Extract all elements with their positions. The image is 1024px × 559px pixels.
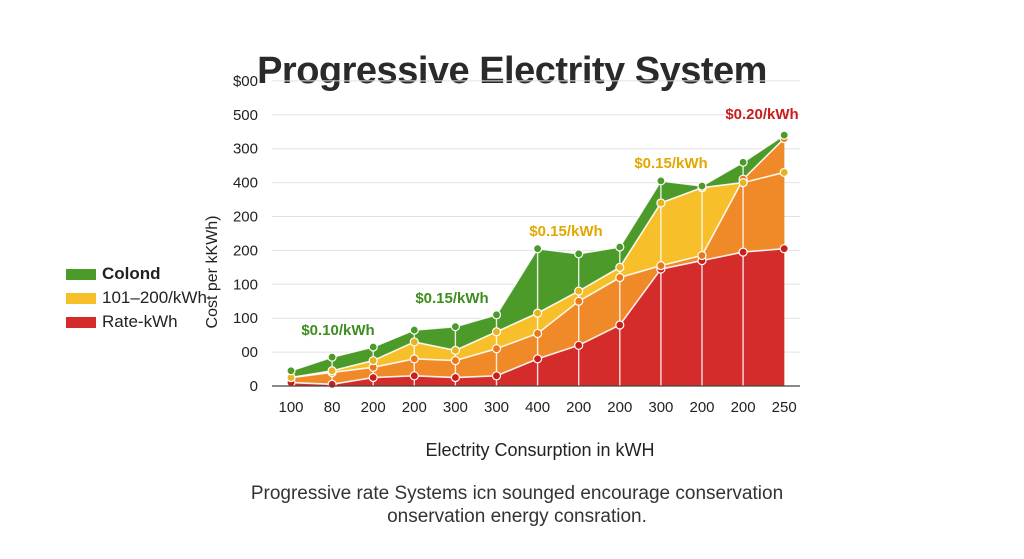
data-point: [327, 366, 337, 376]
caption-line-2: onservation energy consration.: [387, 506, 647, 527]
data-point: [779, 244, 789, 254]
legend-label: 101–200/kWh: [102, 288, 207, 307]
data-point: [532, 354, 543, 364]
y-tick-label: 200: [233, 242, 258, 259]
x-tick-label: 200: [566, 399, 591, 416]
data-point: [738, 157, 748, 167]
x-tick-label: 200: [689, 399, 714, 416]
x-tick-label: 200: [607, 399, 632, 416]
data-point: [286, 366, 296, 376]
data-point: [368, 372, 378, 383]
data-point: [615, 272, 625, 283]
data-point: [491, 344, 502, 354]
x-tick-label: 300: [484, 399, 509, 416]
data-point: [409, 337, 419, 347]
data-point: [450, 345, 460, 356]
data-point: [532, 244, 543, 254]
y-tick-label: 00: [241, 344, 258, 361]
legend-label: Rate-kWh: [102, 312, 178, 331]
data-point: [368, 355, 378, 366]
data-point: [450, 322, 460, 332]
x-tick-label: 100: [278, 399, 303, 416]
x-tick-label: 200: [361, 399, 386, 416]
data-point: [574, 296, 584, 306]
data-point: [574, 286, 584, 296]
x-tick-label: 250: [772, 399, 797, 416]
data-point: [574, 340, 584, 350]
chart-title: Progressive Electrity System: [257, 50, 767, 92]
y-tick-label: 200: [233, 209, 258, 226]
y-tick-label: $00: [233, 73, 258, 90]
caption: Progressive rate Systems icn sounged enc…: [0, 482, 1024, 528]
x-tick-label: 200: [402, 399, 427, 416]
data-point: [491, 327, 502, 337]
data-point: [738, 178, 748, 188]
x-tick-label: 300: [648, 399, 673, 416]
legend-item-colond: Colond: [66, 262, 207, 286]
data-point: [327, 352, 337, 362]
y-tick-label: 100: [233, 310, 258, 327]
legend-swatch-red: [66, 316, 96, 328]
data-point: [532, 308, 543, 318]
data-point: [491, 371, 502, 381]
data-point: [615, 262, 625, 272]
caption-line-1: Progressive rate Systems icn sounged enc…: [250, 483, 784, 504]
data-point: [779, 167, 789, 178]
y-tick-label: 0: [250, 378, 258, 395]
data-point: [656, 261, 666, 271]
data-point: [327, 379, 337, 389]
legend-swatch-green: [66, 268, 96, 280]
legend: Colond 101–200/kWh Rate-kWh: [66, 262, 207, 334]
rate-annotation: $0.10/kWh: [301, 322, 374, 339]
rate-annotation: $0.15/kWh: [415, 290, 488, 307]
legend-item-rate: Rate-kWh: [66, 310, 207, 334]
rate-annotation: $0.20/kWh: [725, 106, 798, 123]
y-tick-label: 300: [233, 141, 258, 158]
y-tick-label: 400: [233, 175, 258, 192]
rate-annotation: $0.15/kWh: [529, 223, 602, 240]
x-tick-label: 80: [324, 399, 341, 416]
data-point: [532, 328, 543, 339]
data-point: [450, 372, 460, 383]
data-point: [697, 181, 707, 191]
data-point: [697, 250, 707, 261]
data-point: [656, 176, 666, 186]
x-tick-label: 200: [731, 399, 756, 416]
x-tick-label: 400: [525, 399, 550, 416]
legend-label: Colond: [102, 264, 161, 283]
data-point: [656, 198, 666, 208]
rate-annotation: $0.15/kWh: [634, 155, 707, 172]
x-tick-label: 300: [443, 399, 468, 416]
data-point: [368, 342, 378, 352]
data-point: [409, 325, 419, 335]
legend-item-101-200: 101–200/kWh: [66, 286, 207, 310]
x-axis-label: Electrity Consurption in kWH: [425, 440, 655, 460]
data-point: [615, 242, 625, 252]
data-point: [409, 354, 419, 364]
data-point: [779, 130, 789, 140]
y-tick-label: 500: [233, 107, 258, 124]
data-point: [738, 247, 748, 257]
legend-swatch-yellow: [66, 292, 96, 304]
data-point: [491, 310, 502, 320]
y-tick-label: 100: [233, 276, 258, 293]
y-axis-label: Cost per kKWh): [204, 216, 221, 329]
data-point: [574, 249, 584, 259]
data-point: [409, 371, 419, 381]
data-point: [615, 320, 625, 330]
data-point: [450, 355, 460, 366]
